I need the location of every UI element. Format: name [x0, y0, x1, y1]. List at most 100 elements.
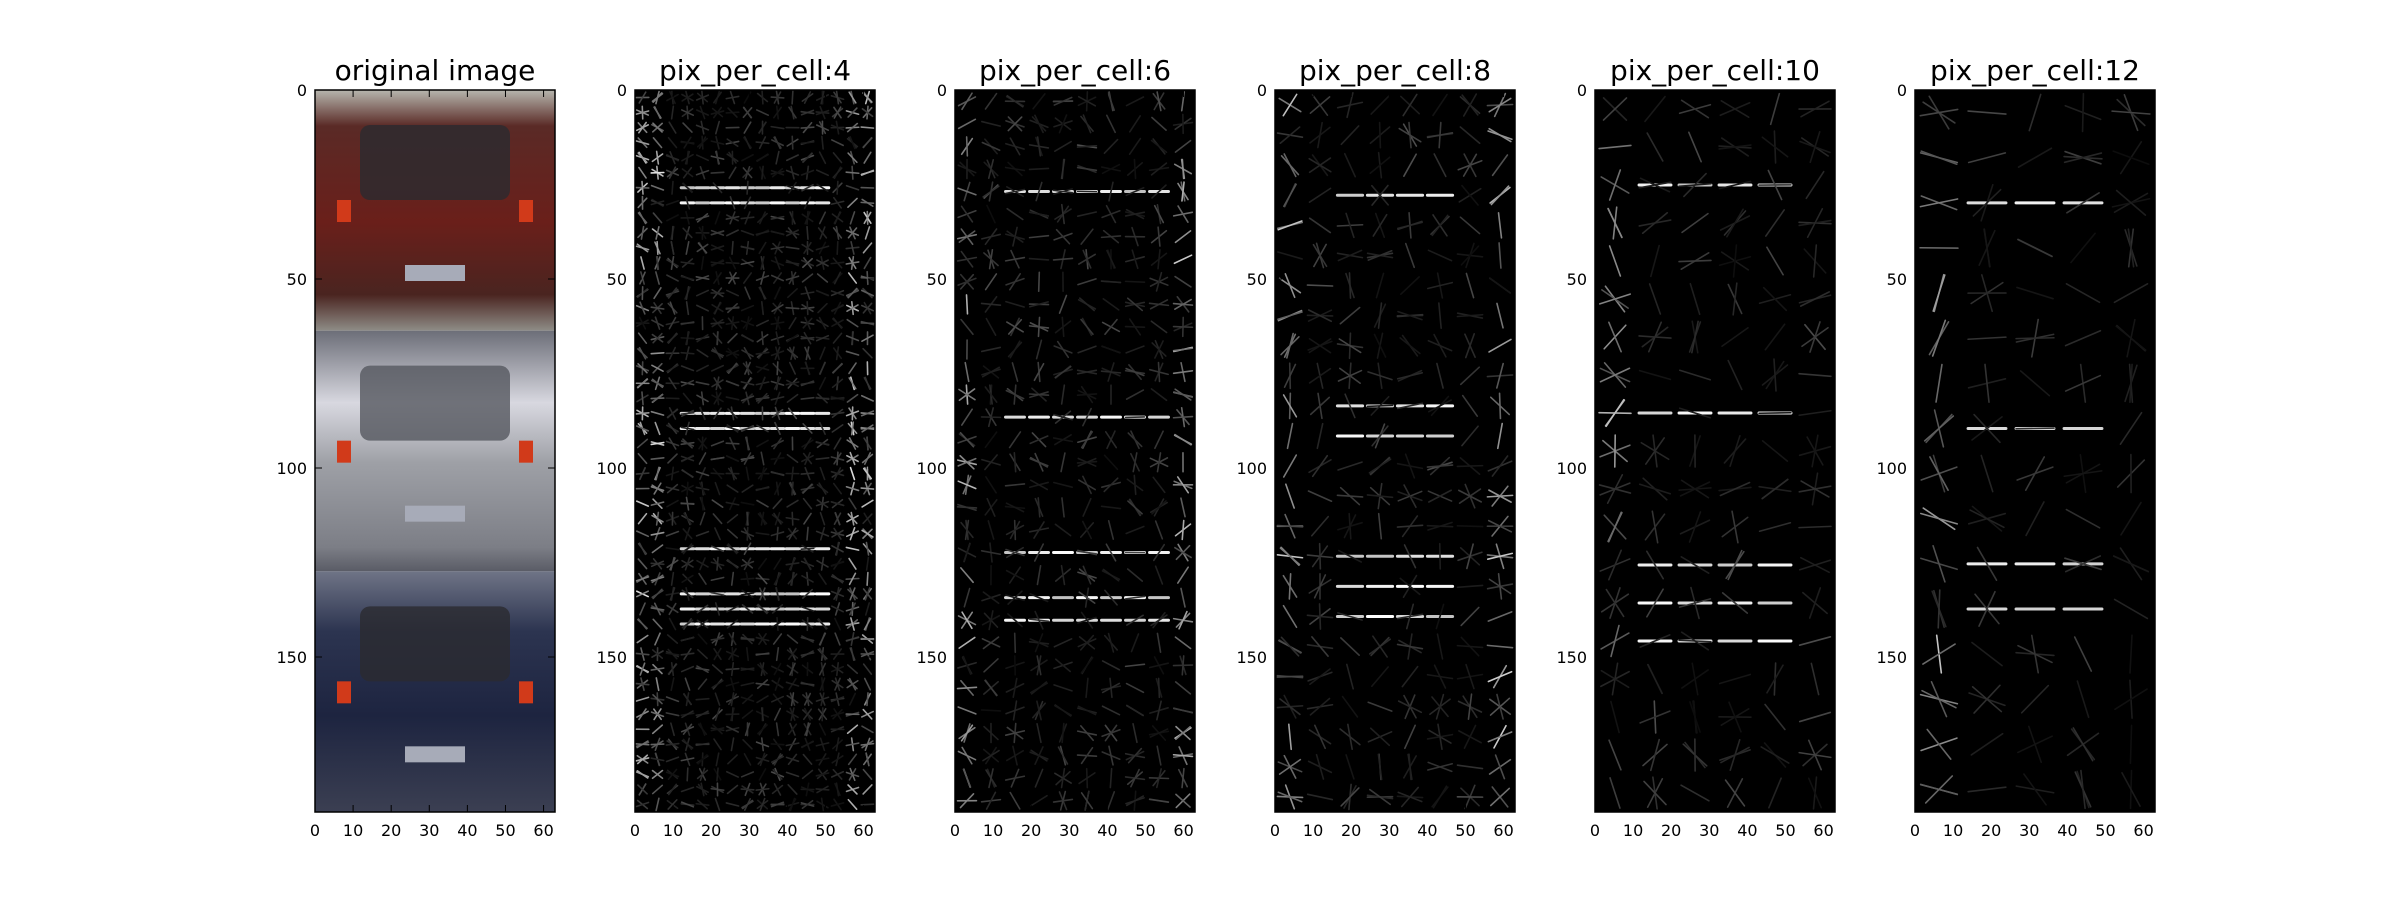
panel-2: pix_per_cell:6 0 10 20 30 40 50 60 0 50 100 150: [916, 54, 1196, 840]
x-tick-label: 60: [533, 821, 553, 840]
axes-frame: [954, 89, 1196, 813]
tail-light-right: [519, 681, 533, 704]
panel-1: pix_per_cell:4 0 10 20 30 40 50 60 0 50 100 150: [596, 54, 876, 840]
axes-frame: [1594, 89, 1836, 813]
car-rear-window: [360, 125, 510, 200]
hog-background: [1275, 90, 1515, 812]
y-tick-label: 100: [1236, 459, 1267, 478]
x-tick-label: 60: [1493, 821, 1513, 840]
x-tick-label: 0: [630, 821, 640, 840]
panel-0: original image 0 10 20 30 40 50 60 0 50 100 150: [276, 54, 556, 840]
x-tick-label: 10: [1303, 821, 1323, 840]
hog-background: [635, 90, 875, 812]
axes-frame: [634, 89, 876, 813]
x-tick-label: 60: [1173, 821, 1193, 840]
x-tick-label: 10: [983, 821, 1003, 840]
axes-frame: [1274, 89, 1516, 813]
panel-title: pix_per_cell:6: [979, 54, 1171, 87]
hog-background: [1915, 90, 2155, 812]
x-tick-label: 40: [777, 821, 797, 840]
x-tick-label: 40: [457, 821, 477, 840]
tail-light-right: [519, 440, 533, 463]
license-plate: [405, 746, 465, 763]
y-tick-label: 50: [287, 270, 307, 289]
y-tick-label: 100: [916, 459, 947, 478]
y-tick-label: 100: [1876, 459, 1907, 478]
x-tick-label: 60: [2133, 821, 2153, 840]
x-tick-label: 50: [1135, 821, 1155, 840]
tail-light-left: [337, 681, 351, 704]
x-tick-label: 20: [1661, 821, 1681, 840]
x-tick-label: 20: [1341, 821, 1361, 840]
panel-title: pix_per_cell:8: [1299, 54, 1491, 87]
y-tick-label: 50: [607, 270, 627, 289]
y-tick-label: 50: [1567, 270, 1587, 289]
hog-glyphs: [1598, 92, 1832, 810]
panel-title: pix_per_cell:4: [659, 54, 851, 87]
x-tick-label: 40: [2057, 821, 2077, 840]
x-tick-label: 50: [815, 821, 835, 840]
y-tick-label: 50: [1247, 270, 1267, 289]
y-tick-label: 0: [297, 81, 307, 100]
panel-title: pix_per_cell:12: [1930, 54, 2140, 87]
x-tick-label: 30: [419, 821, 439, 840]
x-tick-label: 0: [950, 821, 960, 840]
y-tick-label: 0: [1897, 81, 1907, 100]
panel-title: pix_per_cell:10: [1610, 54, 1820, 87]
x-tick-label: 30: [739, 821, 759, 840]
y-tick-label: 100: [1556, 459, 1587, 478]
y-tick-label: 100: [596, 459, 627, 478]
x-tick-label: 10: [663, 821, 683, 840]
x-tick-label: 20: [701, 821, 721, 840]
y-tick-label: 0: [617, 81, 627, 100]
car-rear-window: [360, 606, 510, 682]
y-tick-label: 0: [1577, 81, 1587, 100]
axes-frame: [314, 89, 556, 813]
tail-light-right: [519, 200, 533, 222]
x-tick-label: 0: [1270, 821, 1280, 840]
x-tick-label: 40: [1737, 821, 1757, 840]
y-tick-label: 150: [596, 648, 627, 667]
panel-4: pix_per_cell:10 0 10 20 30 40 50 60 0 50 100 150: [1556, 54, 1836, 840]
panel-3: pix_per_cell:8 0 10 20 30 40 50 60 0 50 100 150: [1236, 54, 1516, 840]
y-tick-label: 0: [937, 81, 947, 100]
x-tick-label: 40: [1097, 821, 1117, 840]
y-tick-label: 50: [1887, 270, 1907, 289]
x-tick-label: 20: [1021, 821, 1041, 840]
license-plate: [405, 265, 465, 281]
x-tick-label: 20: [381, 821, 401, 840]
x-tick-label: 30: [1059, 821, 1079, 840]
tail-light-left: [337, 440, 351, 463]
y-tick-label: 150: [1236, 648, 1267, 667]
axes-frame: [1914, 89, 2156, 813]
hog-glyphs: [1919, 92, 2151, 810]
x-tick-label: 60: [853, 821, 873, 840]
x-tick-label: 20: [1981, 821, 2001, 840]
x-tick-label: 30: [1379, 821, 1399, 840]
y-tick-label: 100: [276, 459, 307, 478]
x-tick-label: 0: [310, 821, 320, 840]
x-tick-label: 60: [1813, 821, 1833, 840]
y-tick-label: 150: [1876, 648, 1907, 667]
hog-background: [1595, 90, 1835, 812]
panel-title: original image: [335, 54, 536, 87]
x-tick-label: 50: [495, 821, 515, 840]
y-tick-label: 150: [916, 648, 947, 667]
x-tick-label: 0: [1590, 821, 1600, 840]
y-tick-label: 0: [1257, 81, 1267, 100]
x-tick-label: 10: [1623, 821, 1643, 840]
y-tick-label: 150: [1556, 648, 1587, 667]
x-tick-label: 30: [1699, 821, 1719, 840]
tail-light-left: [337, 200, 351, 222]
car-rear-window: [360, 365, 510, 441]
x-tick-label: 50: [1775, 821, 1795, 840]
hog-glyphs: [635, 90, 875, 812]
x-tick-label: 10: [1943, 821, 1963, 840]
x-tick-label: 40: [1417, 821, 1437, 840]
hog-glyphs: [1276, 91, 1514, 811]
hog-background: [955, 90, 1195, 812]
x-tick-label: 50: [1455, 821, 1475, 840]
y-tick-label: 50: [927, 270, 947, 289]
y-tick-label: 150: [276, 648, 307, 667]
